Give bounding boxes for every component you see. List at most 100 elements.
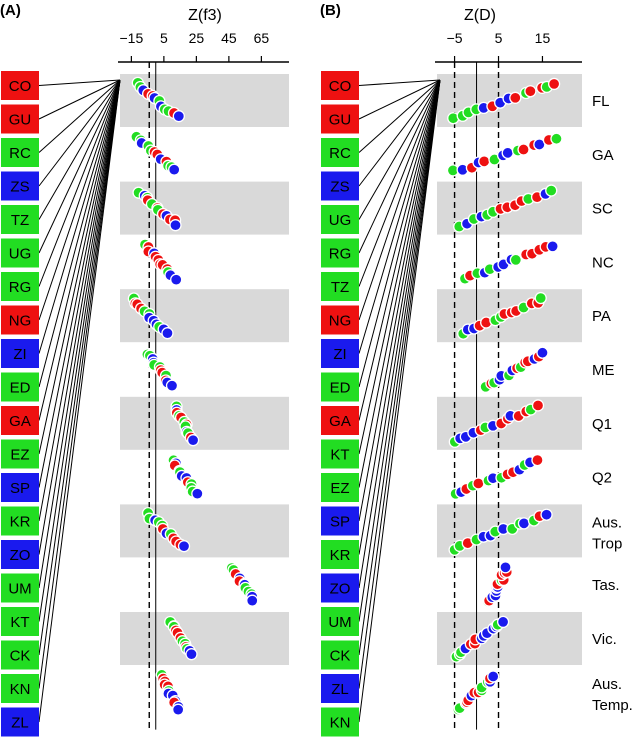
data-point [177,540,191,553]
data-point [172,110,185,123]
tree-edge [38,79,121,421]
leaf-label: CO [9,78,32,95]
tree-edge [358,79,441,86]
group-label: Aus. [592,676,622,693]
leaf-label: UM [8,581,31,598]
leaf-label: CK [10,648,31,665]
x-tick-label: −15 [120,30,144,46]
data-point [501,146,514,160]
leaf-label-box [1,104,39,134]
data-point [499,561,512,574]
leaf-label: GU [329,112,352,129]
tree-edge [38,79,121,187]
group-label: Trop [592,535,622,552]
axis-title: Z(D) [464,7,496,24]
leaf-label-box [321,205,359,234]
data-point [186,434,200,447]
leaf-label: GU [9,112,32,129]
leaf-label: CO [329,78,352,95]
leaf-label: ZO [330,581,351,598]
leaf-label-box [1,138,39,167]
leaf-label: ZI [333,346,346,363]
data-point [246,594,259,607]
leaf-label: KR [10,514,31,531]
tree-edge [358,79,441,153]
leaf-label: GA [9,413,31,430]
group-label: NC [592,254,614,271]
data-point [185,648,198,661]
data-point [547,77,561,91]
group-band [120,181,289,235]
tree-edge [38,79,121,153]
leaf-label-box [1,540,39,569]
leaf-label: RC [329,145,351,162]
leaf-label-box [321,372,359,402]
tree-edge [358,79,441,220]
group-label: Vic. [592,631,617,648]
data-point [524,85,537,98]
data-point [169,219,182,232]
x-tick-label: −5 [447,30,463,46]
leaf-label-box [321,305,359,335]
leaf-label: UG [9,246,32,263]
data-point [531,453,544,467]
leaf-label: NG [9,313,32,330]
leaf-label: ED [10,380,31,397]
tree-edge [38,79,121,656]
leaf-label: KT [330,447,349,464]
data-point [546,240,559,253]
data-point [487,670,500,683]
data-point [540,508,553,521]
x-tick-label: 15 [535,30,551,46]
leaf-label-box [321,439,359,469]
panel-label: (B) [320,2,341,19]
tree-edge [358,79,441,622]
leaf-label-box [1,372,39,402]
group-label: GA [592,147,614,164]
data-point [531,399,545,412]
leaf-label-box [321,171,359,201]
group-band [120,74,289,127]
leaf-label-box [1,674,39,703]
leaf-label-box [321,473,359,502]
tree-edge [358,79,441,488]
tree-edge [358,79,441,723]
axis-title: Z(f3) [188,7,222,24]
tree-edge [38,79,121,287]
leaf-label-box [1,607,39,636]
leaf-label-box [321,707,359,737]
leaf-label-box [1,473,39,502]
leaf-label: KR [330,547,351,564]
leaf-label: KN [10,681,31,698]
tree-edge [358,79,441,656]
group-label: PA [592,308,611,325]
leaf-label-box [1,707,39,737]
leaf-label: GA [329,413,351,430]
tree-edge [38,79,121,120]
tree-edge [38,79,121,354]
leaf-label-box [1,272,39,301]
leaf-label: TZ [11,212,29,229]
leaf-label-box [321,607,359,636]
data-point [172,703,185,716]
group-label: Tas. [592,577,620,594]
leaf-label-box [321,339,359,368]
tree-edge [358,79,441,388]
leaf-label-box [321,238,359,268]
leaf-label: CK [330,648,351,665]
leaf-label: ZL [11,715,29,732]
leaf-label: ED [330,380,351,397]
leaf-label: RC [9,145,31,162]
leaf-label-box [321,674,359,703]
leaf-label-box [321,506,359,536]
leaf-label: ZO [10,547,31,564]
tree-edge [38,79,121,388]
data-point [165,379,179,392]
group-label: ME [592,362,615,379]
data-point [191,487,204,500]
leaf-label-box [321,272,359,301]
leaf-label-box [1,305,39,335]
leaf-label: KT [10,614,29,631]
group-band [120,396,289,450]
